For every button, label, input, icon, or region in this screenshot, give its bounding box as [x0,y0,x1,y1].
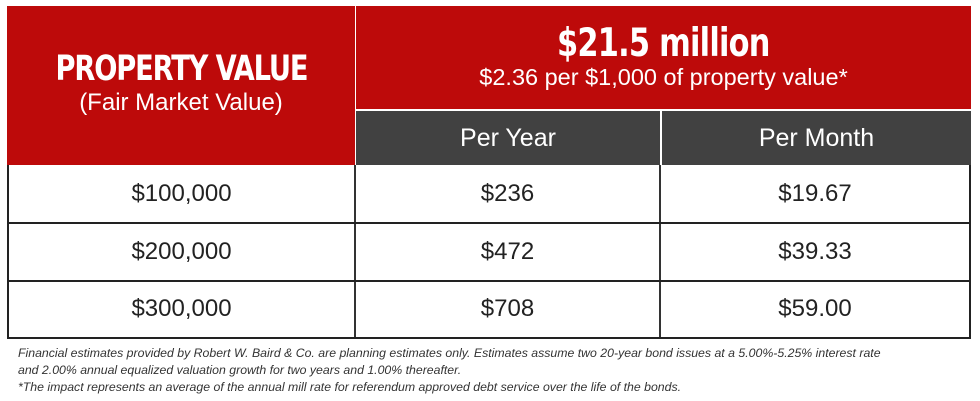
table-row: $300,000 $708 $59.00 [9,279,969,337]
property-value-cell: $200,000 [9,224,356,280]
per-month-cell: $39.33 [778,237,852,265]
impact-header: $21.5 million $2.36 per $1,000 of proper… [356,6,971,165]
property-value-cell: $100,000 [9,165,356,222]
table-body: $100,000 $236 $19.67 $200,000 $472 $39.3… [7,165,971,339]
fair-market-value-subtitle: (Fair Market Value) [79,88,283,116]
referendum-amount: $21.5 million [557,20,770,66]
footnote-impact: *The impact represents an average of the… [18,380,682,394]
per-year-cell: $708 [356,281,661,337]
footnote-estimates-cont: and 2.00% annual equalized valuation gro… [18,363,462,377]
column-header-per-year: Per Year [356,111,660,165]
property-value-title: PROPERTY VALUE [55,48,308,89]
tax-impact-table: PROPERTY VALUE (Fair Market Value) $21.5… [7,6,971,339]
referendum-amount-banner: $21.5 million $2.36 per $1,000 of proper… [356,6,971,109]
per-month-cell: $19.67 [778,179,852,207]
column-header-per-month: Per Month [662,111,971,165]
footnote-estimates: Financial estimates provided by Robert W… [18,346,881,360]
table-row: $200,000 $472 $39.33 [9,222,969,280]
mill-rate: $2.36 per $1,000 of property value* [479,63,848,90]
per-year-cell: $472 [356,224,661,280]
property-value-header: PROPERTY VALUE (Fair Market Value) [7,6,355,165]
table-row: $100,000 $236 $19.67 [9,165,969,222]
per-month-cell: $59.00 [778,295,852,323]
footnotes: Financial estimates provided by Robert W… [18,345,968,396]
per-year-cell: $236 [356,165,661,222]
table-header: PROPERTY VALUE (Fair Market Value) $21.5… [7,6,971,165]
column-headers: Per Year Per Month [356,111,971,165]
property-value-cell: $300,000 [9,281,356,337]
